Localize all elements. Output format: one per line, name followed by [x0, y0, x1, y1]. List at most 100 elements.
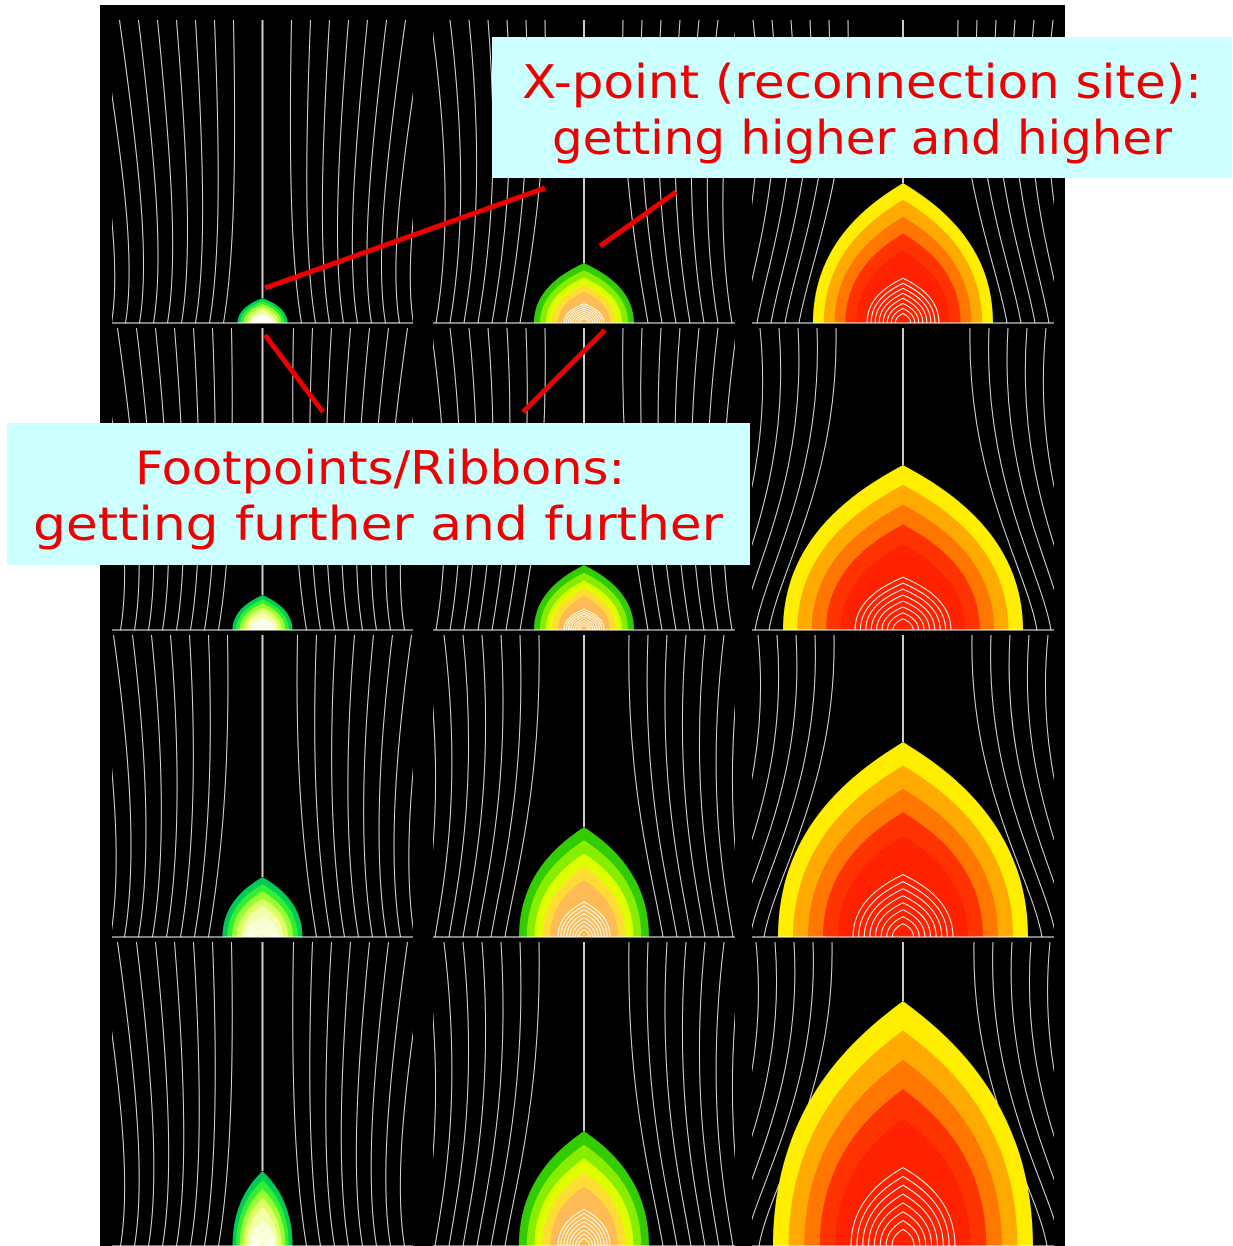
field-line	[752, 635, 798, 885]
callout-text: getting further and further	[33, 497, 723, 551]
field-line	[1116, 635, 1154, 937]
loop-layer	[838, 835, 968, 937]
panel-content	[112, 635, 413, 937]
loop-line	[249, 921, 276, 937]
loop-line	[258, 932, 267, 937]
field-line	[698, 635, 720, 937]
field-line	[223, 20, 236, 323]
field-line	[752, 942, 778, 1138]
loop-line	[258, 319, 267, 323]
field-line	[664, 635, 692, 937]
field-line	[138, 20, 159, 323]
loop-line	[873, 1202, 933, 1246]
field-line	[378, 635, 393, 937]
field-line	[340, 942, 351, 1246]
panel-content	[433, 20, 735, 323]
loop-line	[569, 1225, 599, 1246]
panel-content	[112, 20, 413, 323]
callout-text: X-point (reconnection site):	[522, 55, 1202, 109]
field-line	[476, 635, 504, 937]
loop-line	[579, 318, 589, 323]
field-line	[971, 635, 1043, 937]
loop-line	[255, 1232, 270, 1246]
loop-line	[874, 287, 932, 323]
callout-text: Footpoints/Ribbons:	[135, 441, 625, 495]
loop-line	[563, 608, 605, 630]
field-line	[1010, 942, 1054, 1181]
callout-box	[492, 37, 1232, 178]
loop-line	[869, 895, 937, 937]
field-line	[151, 635, 162, 937]
field-line	[988, 328, 1052, 630]
loop-layer	[558, 291, 610, 323]
loop-line	[858, 881, 948, 937]
field-line	[681, 942, 706, 1246]
panel-content	[752, 942, 1117, 1246]
field-line	[194, 635, 211, 937]
loop-line	[259, 320, 266, 323]
field-line	[752, 942, 759, 1073]
loop-line	[567, 613, 601, 630]
field-line	[681, 635, 706, 937]
field-line	[180, 635, 194, 937]
field-line	[1042, 328, 1054, 489]
loop-line	[256, 624, 269, 630]
field-line	[166, 635, 178, 937]
field-line	[434, 635, 453, 937]
field-line	[117, 942, 140, 1246]
loop-line	[253, 315, 272, 323]
field-line	[1024, 328, 1054, 547]
field-line	[399, 1030, 413, 1246]
loop-line	[575, 1233, 593, 1246]
field-line	[190, 942, 200, 1246]
field-line	[380, 20, 406, 323]
loop-line	[577, 928, 591, 937]
loop-line	[890, 307, 916, 323]
field-line	[752, 942, 796, 1181]
field-line	[1096, 328, 1135, 630]
loop-line	[563, 909, 605, 937]
field-line	[209, 20, 219, 323]
field-line	[504, 635, 540, 937]
loop-line	[256, 318, 269, 323]
field-line	[1006, 328, 1054, 591]
loop-line	[882, 297, 924, 323]
field-line	[628, 942, 664, 1246]
field-line	[990, 635, 1054, 930]
pointer	[264, 185, 546, 291]
field-line	[715, 942, 734, 1246]
loop-line	[574, 620, 594, 630]
field-line	[752, 635, 780, 841]
field-line	[433, 703, 437, 852]
loop-line	[563, 303, 605, 323]
field-line	[112, 1030, 126, 1246]
loop-layer	[550, 879, 618, 937]
loop-line	[254, 622, 271, 630]
loop-line	[894, 312, 912, 323]
panel	[112, 20, 413, 324]
loop-line	[567, 307, 601, 323]
callout-text: getting higher and higher	[552, 111, 1172, 165]
field-line	[1098, 635, 1140, 937]
field-line	[731, 1010, 735, 1161]
loop-line	[572, 311, 596, 323]
field-line	[1065, 942, 1117, 1246]
loop-line	[256, 930, 269, 937]
panel	[433, 635, 735, 938]
field-line	[664, 942, 692, 1246]
loop-line	[891, 1228, 915, 1246]
field-line	[355, 942, 370, 1246]
loop-line	[251, 923, 274, 937]
loop-line	[572, 1229, 596, 1246]
loop-line	[876, 600, 930, 630]
loop-line	[863, 888, 943, 937]
panel-content	[433, 635, 735, 937]
field-line	[449, 20, 462, 323]
field-line	[112, 766, 117, 931]
field-line	[409, 216, 413, 323]
loop-line	[870, 282, 936, 323]
field-line	[204, 942, 216, 1246]
loop-line	[874, 902, 932, 937]
loop-line	[251, 314, 274, 323]
loop-line	[249, 1221, 276, 1246]
